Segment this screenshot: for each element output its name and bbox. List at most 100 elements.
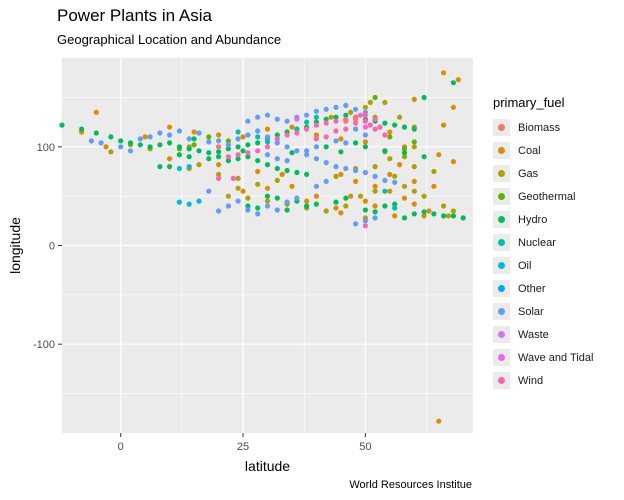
legend-key xyxy=(493,326,510,343)
point-wind xyxy=(294,130,300,136)
point-hydro xyxy=(284,207,290,213)
point-hydro xyxy=(255,158,261,164)
point-solar xyxy=(372,173,378,179)
legend: primary_fuel Biomass Coal Gas Geothermal Hyd… xyxy=(493,95,621,392)
point-solar xyxy=(372,215,378,221)
point-solar xyxy=(118,144,124,150)
point-coal xyxy=(338,136,344,142)
point-solar xyxy=(88,138,94,144)
point-coal xyxy=(338,171,344,177)
point-wind xyxy=(264,144,271,150)
point-nuclear xyxy=(235,129,241,135)
point-solar xyxy=(284,118,290,124)
point-hydro xyxy=(191,136,197,142)
point-solar xyxy=(333,164,339,170)
point-solar xyxy=(225,142,231,148)
axis-ticks: 0 25 50 -100 0 100 xyxy=(33,142,372,453)
point-geothermal xyxy=(411,139,417,145)
point-coal xyxy=(411,96,417,102)
point-gas xyxy=(392,173,398,179)
point-wind xyxy=(353,120,359,126)
point-coal xyxy=(411,201,417,207)
point-solar xyxy=(274,207,280,213)
point-coal xyxy=(289,183,295,189)
point-solar xyxy=(137,136,143,142)
point-hydro xyxy=(176,152,182,158)
point-hydro xyxy=(225,146,231,152)
point-solar xyxy=(167,132,173,138)
legend-marker xyxy=(498,331,505,338)
point-gas xyxy=(108,149,114,155)
point-gas xyxy=(245,195,251,201)
point-solar xyxy=(176,128,182,134)
point-coal xyxy=(167,124,173,130)
point-solar xyxy=(313,144,319,150)
point-hydro xyxy=(216,154,222,160)
point-hydro xyxy=(196,148,202,154)
point-geothermal xyxy=(372,94,378,101)
grid-lines xyxy=(62,58,473,433)
point-gas xyxy=(401,154,408,160)
legend-item: Wind xyxy=(493,369,621,392)
point-hydro xyxy=(284,167,290,174)
point-hydro xyxy=(255,140,261,146)
point-hydro xyxy=(294,169,300,176)
point-coal xyxy=(441,122,447,128)
point-solar xyxy=(245,118,251,124)
point-gas xyxy=(421,193,427,199)
legend-key xyxy=(493,142,510,159)
point-coal xyxy=(348,193,354,199)
point-solar xyxy=(255,128,261,134)
point-coal xyxy=(387,129,393,135)
point-solar xyxy=(304,148,310,154)
point-solar xyxy=(362,218,368,224)
point-solar xyxy=(323,178,329,184)
point-wave-and-tidal xyxy=(362,124,368,130)
legend-item: Oil xyxy=(493,254,621,277)
legend-label: Hydro xyxy=(518,213,548,226)
point-wind xyxy=(274,136,280,142)
legend-item: Waste xyxy=(493,323,621,346)
y-tick-label: 0 xyxy=(49,241,55,253)
point-hydro xyxy=(167,164,173,170)
point-coal xyxy=(372,203,378,209)
point-wind xyxy=(216,175,222,181)
point-gas xyxy=(216,171,222,177)
point-hydro xyxy=(421,94,427,101)
point-coal xyxy=(455,77,461,83)
point-hydro xyxy=(245,142,251,148)
point-solar xyxy=(362,169,368,176)
point-solar xyxy=(362,132,368,138)
point-solar xyxy=(284,199,290,205)
point-hydro xyxy=(382,203,388,209)
point-hydro xyxy=(108,134,114,140)
point-coal xyxy=(397,162,403,168)
legend-marker xyxy=(498,170,505,177)
x-tick-label: 50 xyxy=(359,441,371,453)
point-coal xyxy=(304,198,310,204)
point-coal xyxy=(441,70,447,76)
point-hydro xyxy=(343,112,349,118)
legend-label: Geothermal xyxy=(518,190,576,203)
point-oil xyxy=(186,201,192,207)
point-coal xyxy=(313,193,319,199)
point-solar xyxy=(392,179,398,185)
point-wind xyxy=(235,152,241,158)
legend-key xyxy=(493,280,510,297)
point-gas xyxy=(450,208,456,214)
point-solar xyxy=(245,207,251,213)
point-coal xyxy=(264,126,271,132)
point-coal xyxy=(436,152,442,158)
point-gas xyxy=(264,198,271,204)
point-wind xyxy=(323,134,329,140)
point-solar xyxy=(333,104,339,110)
point-wind xyxy=(372,126,378,132)
legend-label: Biomass xyxy=(518,121,561,134)
point-coal xyxy=(401,195,408,201)
point-wind xyxy=(362,112,368,118)
point-solar xyxy=(225,203,231,209)
point-gas xyxy=(387,156,393,162)
legend-key xyxy=(493,234,510,251)
point-gas xyxy=(333,173,339,179)
point-hydro xyxy=(93,130,99,136)
